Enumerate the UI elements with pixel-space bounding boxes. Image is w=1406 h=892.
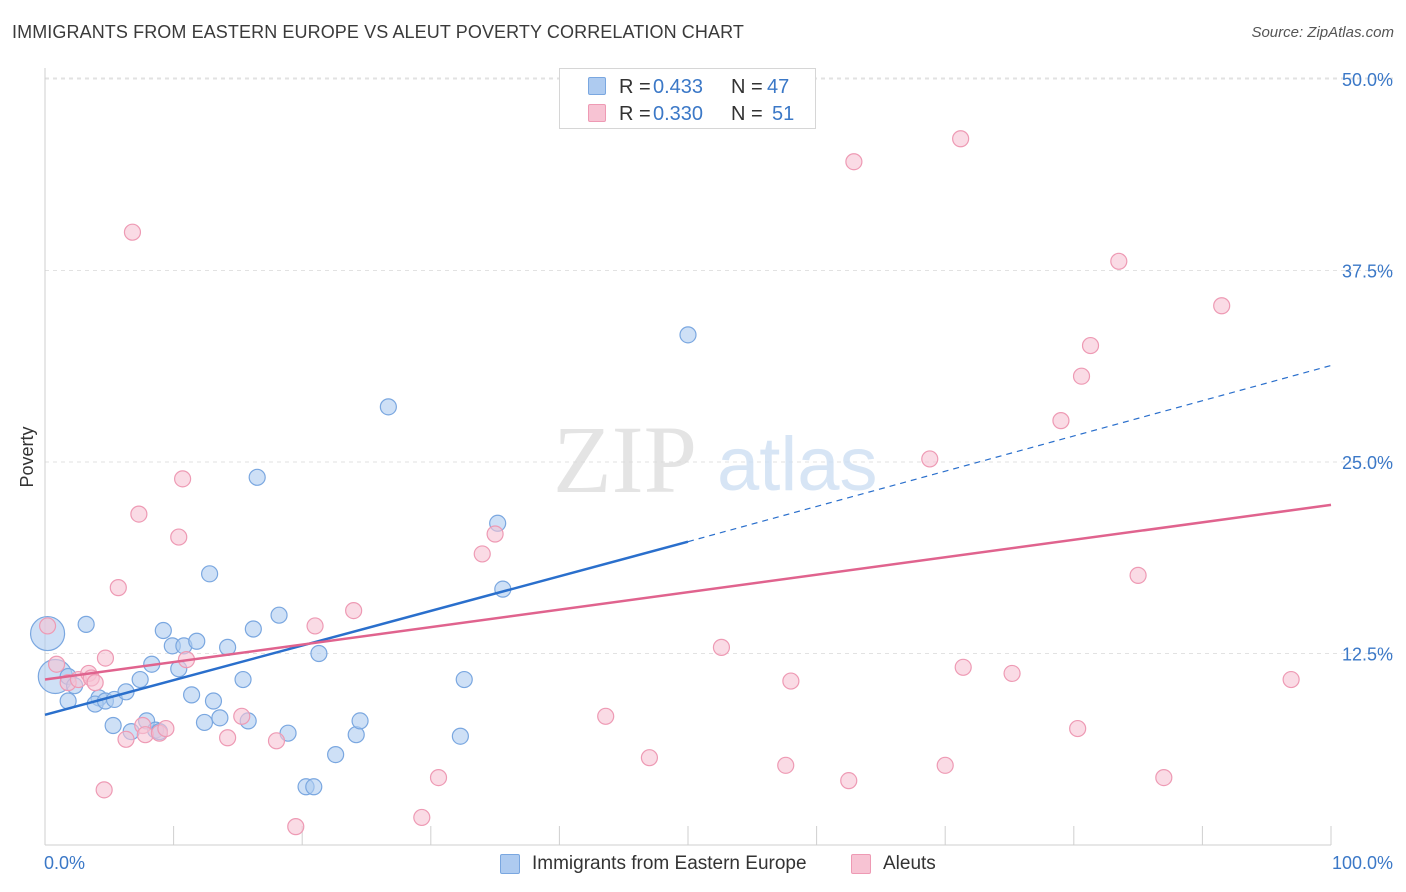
aleut-point <box>1072 367 1091 385</box>
eastern-europe-point <box>327 746 345 764</box>
aleut-point <box>840 772 858 790</box>
eastern-europe-point <box>451 727 469 745</box>
n-value: 47 <box>767 76 790 98</box>
aleut-point <box>38 617 57 635</box>
eastern-europe-point <box>379 398 397 416</box>
legend-pink-swatch <box>588 104 606 122</box>
aleut-point <box>157 719 175 738</box>
legend-pink-swatch <box>851 854 871 874</box>
n-value: 51 <box>772 103 795 125</box>
aleut-point <box>130 505 148 523</box>
eastern-europe-point <box>201 565 219 583</box>
eastern-europe-point <box>351 712 369 730</box>
r-label: R = <box>619 76 651 98</box>
chart-title: IMMIGRANTS FROM EASTERN EUROPE VS ALEUT … <box>12 22 744 42</box>
eastern-europe-point <box>270 606 288 624</box>
eastern-europe-point <box>244 620 262 638</box>
legend-stats-row-blue: R = 0.433 N = 47 <box>560 73 815 99</box>
eastern-europe-trendline <box>44 540 689 716</box>
eastern-europe-point <box>305 778 323 796</box>
eastern-europe-point <box>204 692 223 710</box>
aleut-point <box>712 638 731 656</box>
aleut-trendline <box>44 503 1332 681</box>
n-label: N = <box>731 76 763 98</box>
aleut-point <box>170 528 188 546</box>
aleut-point <box>777 756 795 774</box>
aleut-point <box>952 130 970 148</box>
aleut-point <box>1069 719 1087 738</box>
aleut-point <box>174 470 192 488</box>
aleut-point <box>1213 297 1231 315</box>
aleut-point <box>1282 670 1300 689</box>
y-axis-label: Poverty <box>17 426 37 487</box>
aleut-point <box>954 658 972 676</box>
legend-label: Aleuts <box>883 853 936 874</box>
aleut-point <box>429 768 448 787</box>
eastern-europe-point <box>104 716 122 735</box>
y-tick-label: 25.0% <box>1342 453 1393 473</box>
aleut-point <box>1081 336 1100 355</box>
aleut-point <box>233 707 251 725</box>
eastern-europe-point <box>183 686 201 704</box>
aleut-point <box>845 153 863 171</box>
aleut-point <box>921 450 939 468</box>
eastern-europe-point <box>234 670 252 689</box>
eastern-europe-point <box>248 468 266 486</box>
legend-stats-row-pink: R = 0.330 N = 51 <box>560 100 815 126</box>
aleut-point <box>936 756 954 774</box>
eastern-europe-point <box>154 621 172 640</box>
eastern-europe-point <box>310 644 328 663</box>
aleut-point <box>96 649 115 667</box>
watermark-atlas: atlas <box>717 422 878 507</box>
x-tick-label: 100.0% <box>1332 853 1393 873</box>
legend-blue-swatch <box>588 77 606 95</box>
aleut-point <box>1129 566 1147 584</box>
aleut-point <box>486 525 504 543</box>
legend-series: Immigrants from Eastern Europe Aleuts <box>0 852 1406 878</box>
aleut-point <box>597 707 615 725</box>
eastern-europe-point <box>188 632 206 650</box>
eastern-europe-point <box>455 670 473 689</box>
aleut-point <box>1003 664 1021 683</box>
legend-blue-swatch <box>500 854 520 874</box>
aleut-point <box>287 818 305 836</box>
aleut-point <box>47 655 66 673</box>
aleut-point <box>95 781 113 799</box>
eastern-europe-trendline-extension <box>687 364 1332 543</box>
aleut-point <box>109 579 127 597</box>
aleut-point <box>219 729 237 747</box>
aleut-point <box>86 674 104 692</box>
source-label: Source: ZipAtlas.com <box>1251 24 1394 41</box>
legend-label: Immigrants from Eastern Europe <box>532 853 807 874</box>
watermark-zip: ZIP <box>553 406 697 513</box>
aleut-point <box>1155 768 1173 787</box>
aleut-point <box>1110 252 1128 270</box>
r-label: R = <box>619 103 651 125</box>
y-tick-label: 50.0% <box>1342 70 1393 90</box>
r-value: 0.330 <box>653 103 704 125</box>
eastern-europe-point <box>77 615 95 633</box>
aleut-point <box>267 732 286 750</box>
eastern-europe-point <box>131 670 149 689</box>
aleut-point <box>640 749 659 767</box>
aleut-point <box>1052 412 1070 430</box>
aleut-point <box>782 672 800 690</box>
y-tick-label: 37.5% <box>1342 262 1393 282</box>
aleut-point <box>306 617 324 635</box>
r-value: 0.433 <box>653 76 704 98</box>
eastern-europe-point <box>211 709 229 727</box>
eastern-europe-point <box>195 713 214 732</box>
aleut-point <box>345 602 363 620</box>
legend-stats: R = 0.433 N = 47 R = 0.330 N = 51 <box>559 68 816 129</box>
y-tick-label: 12.5% <box>1342 645 1393 665</box>
n-label: N = <box>731 103 763 125</box>
aleut-point <box>117 730 135 748</box>
aleut-point <box>473 545 491 563</box>
eastern-europe-point <box>679 326 697 344</box>
aleut-point <box>413 808 431 827</box>
aleut-point <box>136 726 154 744</box>
aleut-point <box>123 223 142 241</box>
x-tick-label: 0.0% <box>44 853 85 873</box>
